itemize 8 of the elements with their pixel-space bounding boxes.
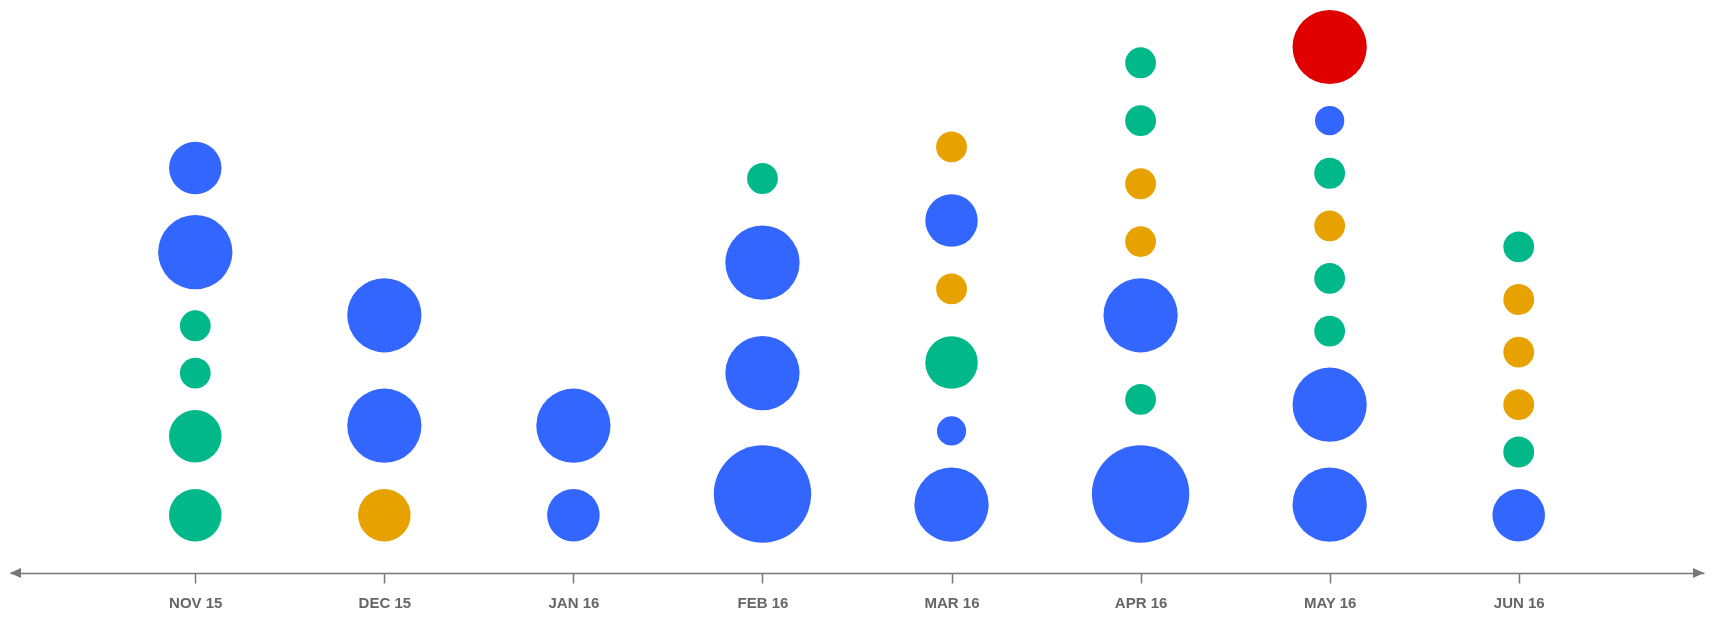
x-tick-label: JAN 16	[548, 593, 600, 611]
x-tick-label: JUN 16	[1493, 593, 1545, 611]
x-tick-label: MAY 16	[1303, 593, 1357, 611]
x-tick-label: DEC 15	[358, 593, 412, 611]
x-tick-label: FEB 16	[737, 593, 789, 611]
x-tick-label: NOV 15	[169, 593, 223, 611]
x-tick-label: APR 16	[1114, 593, 1168, 611]
x-tick-label: MAR 16	[924, 593, 980, 611]
